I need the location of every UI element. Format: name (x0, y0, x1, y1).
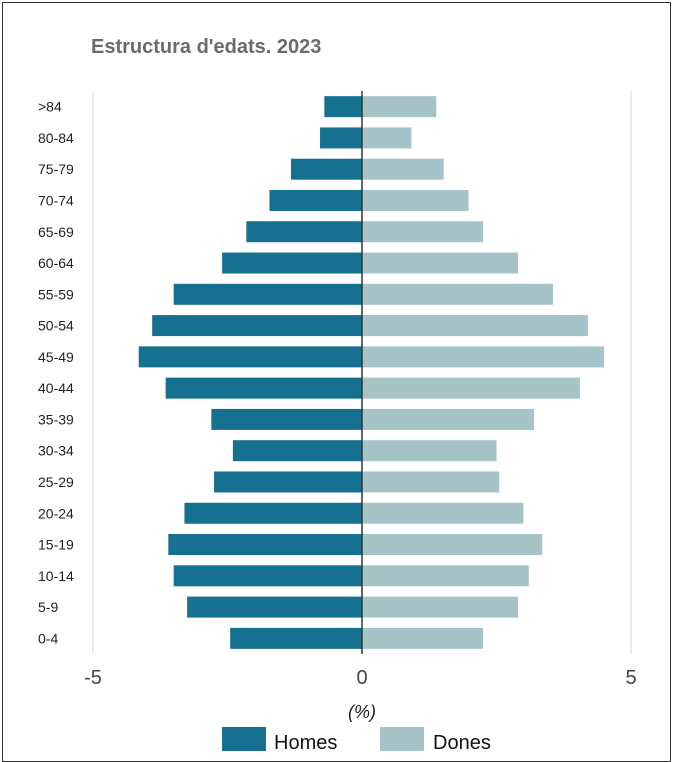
y-tick-label: 35-39 (38, 411, 74, 427)
bar-dones-20-24 (362, 502, 524, 524)
bar-dones-65-69 (362, 221, 484, 243)
bar-homes-0-4 (230, 627, 362, 649)
legend-label-dones: Dones (433, 732, 491, 754)
bar-homes-45-49 (138, 346, 362, 368)
bar-homes-30-34 (232, 440, 362, 462)
y-tick-label: 75-79 (38, 161, 74, 177)
bar-homes-65-69 (246, 221, 362, 243)
y-tick-label: 15-19 (38, 537, 74, 553)
chart-title: Estructura d'edats. 2023 (91, 36, 322, 58)
y-tick-label: 10-14 (38, 568, 74, 584)
bar-dones-75-79 (362, 158, 444, 180)
bar-homes-70-74 (269, 189, 362, 211)
y-tick-label: 80-84 (38, 130, 74, 146)
bar-dones-0-4 (362, 627, 484, 649)
bar-homes-60-64 (222, 252, 362, 274)
bar-dones-35-39 (362, 408, 535, 430)
bar-dones-40-44 (362, 377, 580, 399)
y-tick-label: 5-9 (38, 599, 58, 615)
bar-homes-50-54 (152, 315, 362, 337)
bar-dones-10-14 (362, 565, 529, 587)
bar-homes-55-59 (173, 283, 362, 305)
bar-homes-5-9 (187, 596, 362, 618)
y-tick-label: >84 (38, 99, 62, 115)
x-axis-label: (%) (348, 702, 376, 722)
y-tick-label: 50-54 (38, 318, 74, 334)
legend-swatch-dones (380, 727, 424, 751)
x-tick-label: 5 (625, 667, 636, 689)
legend-swatch-homes (222, 727, 266, 751)
bar-homes-15-19 (168, 534, 362, 556)
bar-homes-20-24 (184, 502, 362, 524)
bar-homes-35-39 (211, 408, 362, 430)
bar-homes-80-84 (320, 127, 362, 149)
bar-homes-10-14 (173, 565, 362, 587)
bar-dones->84 (362, 96, 437, 118)
bar-dones-55-59 (362, 283, 553, 305)
y-tick-label: 30-34 (38, 443, 74, 459)
y-tick-label: 60-64 (38, 255, 74, 271)
x-tick-label: -5 (84, 667, 102, 689)
y-tick-label: 0-4 (38, 630, 58, 646)
bar-dones-50-54 (362, 315, 588, 337)
bar-dones-15-19 (362, 534, 543, 556)
y-tick-label: 40-44 (38, 380, 74, 396)
y-tick-label: 70-74 (38, 192, 74, 208)
y-tick-label: 45-49 (38, 349, 74, 365)
bar-homes-40-44 (165, 377, 362, 399)
x-tick-label: 0 (356, 667, 367, 689)
bar-dones-80-84 (362, 127, 412, 149)
bar-homes-25-29 (214, 471, 362, 493)
bar-homes->84 (324, 96, 362, 118)
bar-dones-25-29 (362, 471, 500, 493)
y-tick-label: 65-69 (38, 224, 74, 240)
y-tick-label: 25-29 (38, 474, 74, 490)
bar-dones-5-9 (362, 596, 519, 618)
bar-dones-70-74 (362, 189, 469, 211)
bar-dones-60-64 (362, 252, 519, 274)
bar-dones-30-34 (362, 440, 497, 462)
y-tick-label: 20-24 (38, 505, 74, 521)
y-tick-label: 55-59 (38, 286, 74, 302)
legend-label-homes: Homes (274, 732, 337, 754)
bar-homes-75-79 (290, 158, 362, 180)
bar-dones-45-49 (362, 346, 605, 368)
